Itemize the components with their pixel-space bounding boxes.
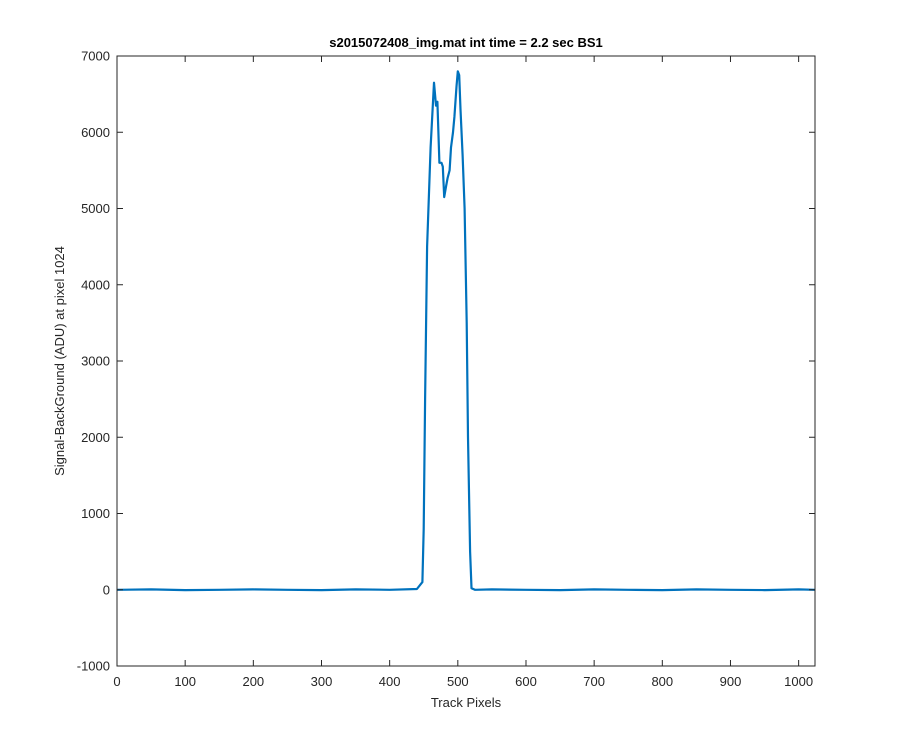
y-tick-label: 3000 — [81, 354, 110, 369]
plot-area — [117, 56, 815, 666]
x-tick-label: 900 — [720, 674, 742, 689]
chart-title: s2015072408_img.mat int time = 2.2 sec B… — [329, 35, 603, 50]
x-tick-label: 400 — [379, 674, 401, 689]
x-tick-label: 800 — [651, 674, 673, 689]
y-tick-label: 7000 — [81, 49, 110, 64]
x-tick-label: 0 — [113, 674, 120, 689]
x-tick-label: 1000 — [784, 674, 813, 689]
y-tick-label: 1000 — [81, 506, 110, 521]
y-tick-label: 5000 — [81, 201, 110, 216]
y-axis-ticks: -1000 0 1000 2000 3000 4000 5000 6000 7000 — [77, 49, 815, 674]
x-tick-label: 700 — [583, 674, 605, 689]
x-tick-label: 300 — [311, 674, 333, 689]
x-tick-label: 600 — [515, 674, 537, 689]
x-tick-label: 100 — [174, 674, 196, 689]
y-tick-label: 4000 — [81, 277, 110, 292]
data-layer — [116, 70, 816, 592]
y-tick-label: 2000 — [81, 430, 110, 445]
y-tick-label: -1000 — [77, 659, 110, 674]
x-axis-ticks: 0 100 200 300 400 500 600 700 800 900 1000 — [113, 56, 813, 689]
y-axis-label: Signal-BackGround (ADU) at pixel 1024 — [52, 246, 67, 476]
y-tick-label: 0 — [103, 582, 110, 597]
x-axis-label: Track Pixels — [431, 695, 502, 710]
x-tick-label: 500 — [447, 674, 469, 689]
series-line — [116, 70, 816, 592]
x-tick-label: 200 — [242, 674, 264, 689]
y-tick-label: 6000 — [81, 125, 110, 140]
